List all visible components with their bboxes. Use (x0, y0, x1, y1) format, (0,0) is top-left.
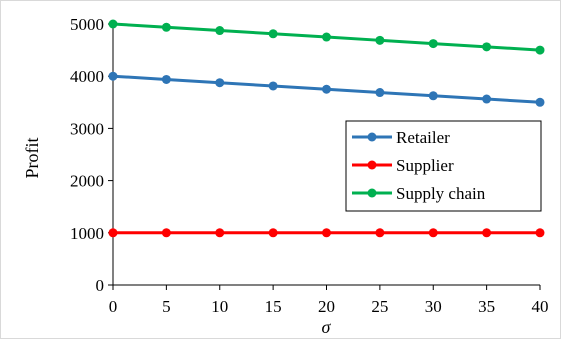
legend-label: Supplier (396, 156, 454, 175)
data-point (268, 81, 278, 91)
data-point (108, 71, 118, 81)
x-tick-label: 40 (532, 297, 549, 316)
data-point (322, 84, 331, 94)
x-tick-label: 0 (109, 297, 118, 316)
x-tick-label: 35 (478, 297, 495, 316)
data-point (268, 228, 278, 238)
x-axis-title: σ (322, 317, 332, 337)
legend-swatch-marker (367, 188, 377, 198)
data-point (215, 26, 225, 36)
data-point (161, 22, 171, 32)
legend-swatch-marker (367, 132, 377, 142)
data-point (375, 228, 385, 238)
data-point (428, 228, 438, 238)
data-point (535, 97, 545, 107)
legend-label: Supply chain (396, 184, 486, 203)
x-tick-label: 10 (211, 297, 228, 316)
data-point (322, 228, 331, 238)
data-point (428, 91, 438, 101)
data-point (108, 19, 118, 29)
y-tick-label: 4000 (70, 67, 104, 86)
data-point (535, 45, 545, 55)
data-point (482, 228, 492, 238)
data-point (375, 88, 385, 98)
plot-area: 0 1000 2000 3000 4000 5000 0 5 10 15 20 25 30 35 40 Ret… (70, 15, 549, 316)
data-point (108, 228, 118, 238)
legend-label: Retailer (396, 128, 450, 147)
y-tick-label: 1000 (70, 224, 104, 243)
y-tick-label: 5000 (70, 15, 104, 34)
data-point (322, 32, 331, 42)
x-tick-label: 5 (162, 297, 171, 316)
data-point (375, 35, 385, 45)
x-tick-label: 25 (371, 297, 388, 316)
data-point (482, 94, 492, 104)
data-point (161, 228, 171, 238)
y-tick-label: 2000 (70, 172, 104, 191)
x-tick-label: 20 (318, 297, 335, 316)
data-point (161, 74, 171, 84)
y-tick-label: 3000 (70, 119, 104, 138)
data-point (535, 228, 545, 238)
legend-swatch-marker (367, 160, 377, 170)
data-point (482, 42, 492, 52)
x-tick-label: 30 (425, 297, 442, 316)
x-tick-label: 15 (265, 297, 282, 316)
data-point (268, 29, 278, 39)
y-axis-title: Profit (22, 137, 42, 178)
data-point (428, 39, 438, 49)
y-tick-label: 0 (96, 276, 105, 295)
data-point (215, 78, 225, 88)
data-point (215, 228, 225, 238)
